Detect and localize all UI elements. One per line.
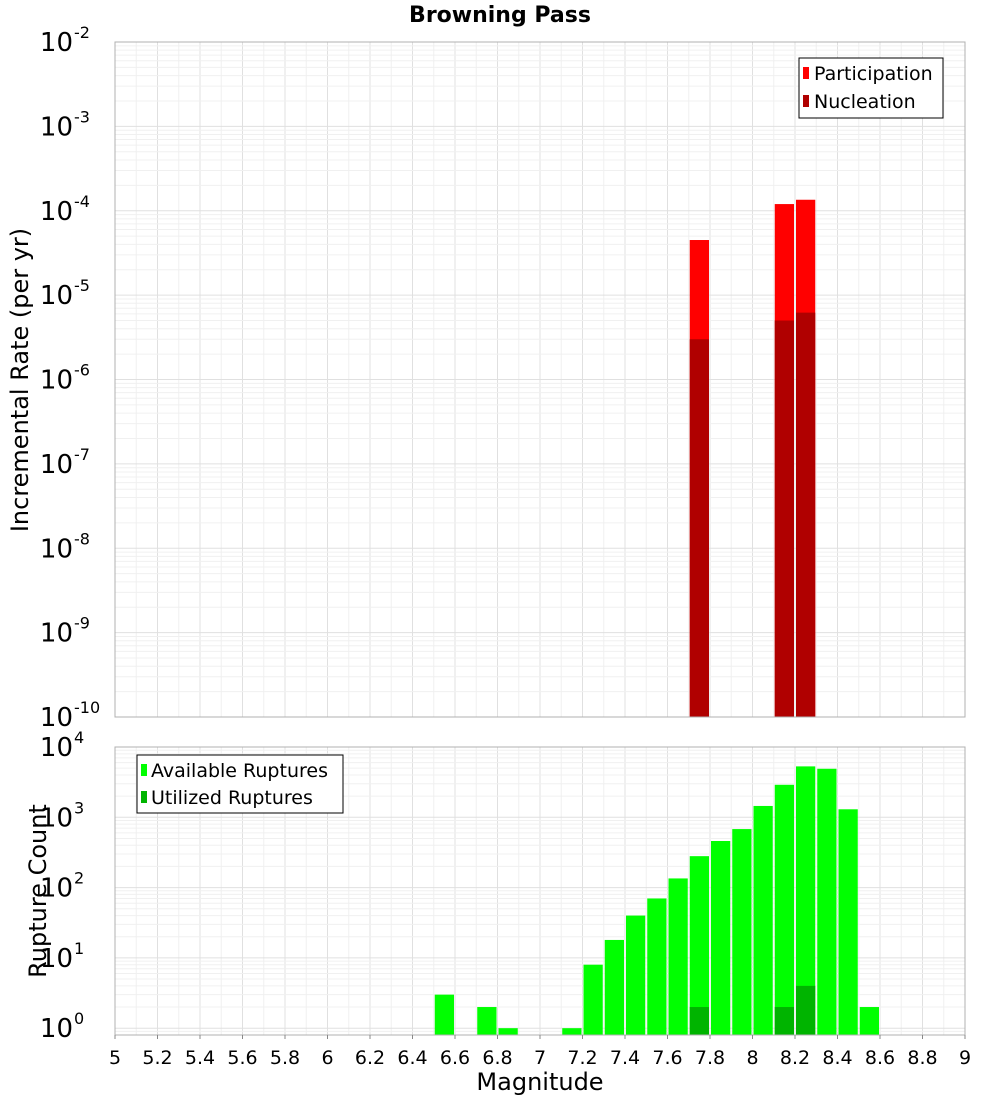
x-tick-label: 7 bbox=[534, 1047, 546, 1069]
y-tick-exponent: -4 bbox=[74, 192, 90, 211]
y-tick-exponent: 3 bbox=[74, 798, 84, 817]
x-tick-label: 8.6 bbox=[865, 1047, 895, 1069]
count-bar-available-ruptures bbox=[838, 809, 858, 1035]
rate-plot-grid bbox=[115, 41, 965, 718]
y-tick-exponent: -2 bbox=[74, 23, 90, 42]
y-tick-exponent: 1 bbox=[74, 939, 84, 958]
y-tick-label: 10 bbox=[40, 944, 73, 974]
count-bar-available-ruptures bbox=[753, 805, 773, 1035]
y-tick-label: 10 bbox=[40, 703, 73, 733]
x-tick-label: 5.8 bbox=[270, 1047, 300, 1069]
count-legend-box bbox=[136, 754, 344, 814]
legend-available-label: Available Ruptures bbox=[151, 760, 328, 782]
count-bar-available-ruptures bbox=[604, 939, 624, 1035]
rate-legend: Participation Nucleation bbox=[798, 57, 944, 119]
x-axis-label: Magnitude bbox=[476, 1068, 603, 1096]
count-bar-available-ruptures bbox=[668, 878, 688, 1035]
rate-y-axis-label: Incremental Rate (per yr) bbox=[6, 228, 34, 532]
y-tick-exponent: -7 bbox=[74, 445, 90, 464]
y-tick-label: 10 bbox=[40, 619, 73, 649]
y-tick-label: 10 bbox=[40, 366, 73, 396]
rate-plot-frame bbox=[114, 41, 966, 718]
count-bar-available-ruptures bbox=[817, 768, 837, 1035]
y-tick-exponent: 0 bbox=[74, 1009, 84, 1028]
x-tick-label: 6.8 bbox=[482, 1047, 512, 1069]
chart-title: Browning Pass bbox=[409, 3, 591, 28]
y-tick-label: 10 bbox=[40, 197, 73, 227]
legend-participation-swatch bbox=[803, 67, 809, 79]
x-tick-label: 7.8 bbox=[695, 1047, 725, 1069]
count-plot-x-ticks: 5 5.2 5.4 5.6 5.8 6 6.2 6.4 6.6 6.8 7 7.2 7.4 7.6 7.8 8… bbox=[109, 1035, 971, 1069]
legend-nucleation-label: Nucleation bbox=[814, 91, 916, 113]
rate-legend-box bbox=[798, 57, 944, 119]
legend-available-swatch bbox=[141, 764, 147, 776]
x-tick-label: 6.6 bbox=[440, 1047, 470, 1069]
count-bar-available-ruptures bbox=[562, 1028, 582, 1035]
count-bar-available-ruptures bbox=[498, 1028, 518, 1035]
count-bar-available-ruptures bbox=[859, 1007, 879, 1035]
y-tick-exponent: -3 bbox=[74, 107, 90, 126]
y-tick-exponent: -8 bbox=[74, 529, 90, 548]
count-bar-available-ruptures bbox=[626, 915, 646, 1035]
y-tick-label: 10 bbox=[40, 450, 73, 480]
rate-bar-nucleation bbox=[796, 312, 816, 717]
x-tick-label: 8.8 bbox=[907, 1047, 937, 1069]
y-tick-label: 10 bbox=[40, 874, 73, 904]
count-bar-available-ruptures bbox=[583, 964, 603, 1035]
legend-nucleation-swatch bbox=[803, 95, 809, 107]
legend-participation-label: Participation bbox=[814, 63, 933, 85]
rate-bar-nucleation bbox=[689, 339, 709, 717]
y-tick-label: 10 bbox=[40, 28, 73, 58]
y-tick-exponent: -5 bbox=[74, 276, 90, 295]
y-tick-exponent: 2 bbox=[74, 869, 84, 888]
y-tick-label: 10 bbox=[40, 281, 73, 311]
x-tick-label: 5.6 bbox=[227, 1047, 257, 1069]
x-tick-label: 6.4 bbox=[397, 1047, 427, 1069]
x-tick-label: 7.6 bbox=[652, 1047, 682, 1069]
x-tick-label: 6 bbox=[321, 1047, 333, 1069]
x-tick-label: 8.4 bbox=[822, 1047, 852, 1069]
x-tick-label: 6.2 bbox=[355, 1047, 385, 1069]
x-tick-label: 8.2 bbox=[780, 1047, 810, 1069]
legend-utilized-swatch bbox=[141, 791, 147, 803]
count-bar-available-ruptures bbox=[689, 856, 709, 1035]
x-tick-label: 7.2 bbox=[567, 1047, 597, 1069]
count-y-axis-label: Rupture Count bbox=[24, 804, 52, 978]
legend-utilized-label: Utilized Ruptures bbox=[151, 787, 313, 809]
count-legend: Available Ruptures Utilized Ruptures bbox=[136, 754, 344, 814]
y-tick-label: 10 bbox=[40, 1014, 73, 1044]
y-tick-label: 10 bbox=[40, 112, 73, 142]
count-bar-available-ruptures bbox=[774, 784, 794, 1035]
y-tick-label: 10 bbox=[40, 733, 73, 763]
x-tick-label: 5 bbox=[109, 1047, 121, 1069]
x-tick-label: 5.2 bbox=[142, 1047, 172, 1069]
y-tick-exponent: -10 bbox=[74, 698, 100, 717]
y-tick-exponent: -9 bbox=[74, 614, 90, 633]
y-tick-exponent: 4 bbox=[74, 728, 84, 747]
count-bar-utilized-ruptures bbox=[689, 1007, 709, 1035]
y-tick-exponent: -6 bbox=[74, 361, 90, 380]
count-bar-utilized-ruptures bbox=[774, 1007, 794, 1035]
x-tick-label: 8 bbox=[746, 1047, 758, 1069]
x-tick-label: 9 bbox=[959, 1047, 971, 1069]
y-tick-label: 10 bbox=[40, 534, 73, 564]
count-bar-available-ruptures bbox=[732, 829, 752, 1035]
y-tick-label: 10 bbox=[40, 803, 73, 833]
x-tick-label: 7.4 bbox=[610, 1047, 640, 1069]
count-bar-available-ruptures bbox=[434, 994, 454, 1035]
count-bar-available-ruptures bbox=[647, 898, 667, 1035]
x-tick-label: 5.4 bbox=[185, 1047, 215, 1069]
count-bar-utilized-ruptures bbox=[796, 985, 816, 1035]
count-bar-available-ruptures bbox=[711, 841, 731, 1035]
count-bar-available-ruptures bbox=[796, 766, 816, 1035]
rate-bar-nucleation bbox=[774, 320, 794, 717]
count-bar-available-ruptures bbox=[477, 1007, 497, 1035]
count-plot-bars bbox=[434, 766, 879, 1035]
rate-plot-bars bbox=[689, 199, 816, 718]
